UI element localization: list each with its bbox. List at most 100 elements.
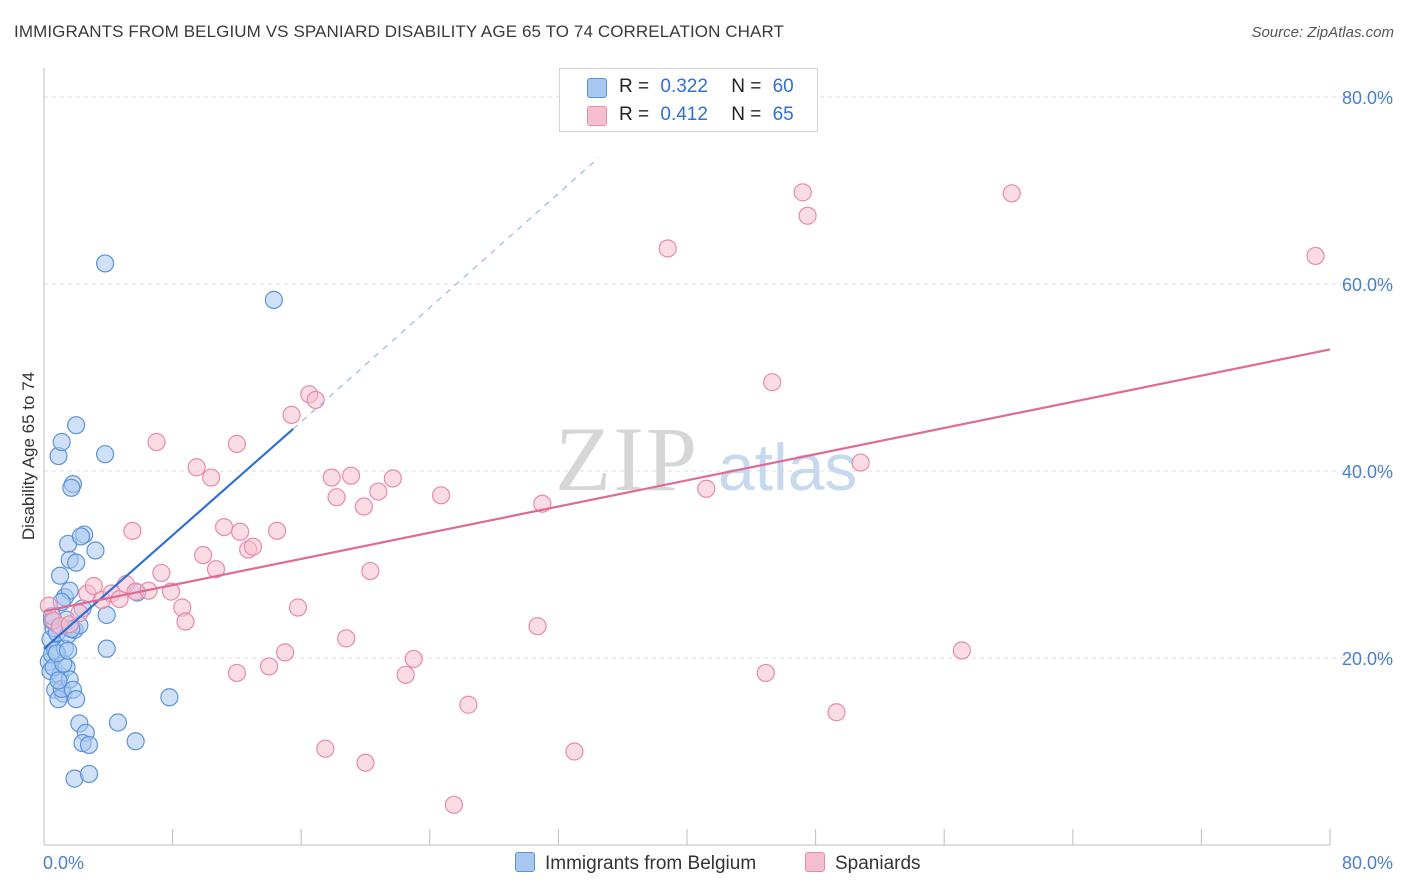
y-tick-label: 60.0%: [1342, 275, 1393, 295]
spaniards-legend-label: Spaniards: [835, 853, 921, 874]
belgium-point: [126, 732, 145, 751]
belgium-legend-swatch: [515, 852, 535, 872]
belgium-point: [50, 566, 70, 585]
x-tick-label-max: 80.0%: [1342, 853, 1393, 873]
belgium-point: [59, 641, 78, 660]
belgium-point: [86, 541, 105, 560]
spaniard-point: [84, 576, 103, 596]
correlation-legend: R = 0.322 N = 60 R = 0.412 N = 65: [559, 68, 818, 132]
spaniard-point: [565, 742, 584, 761]
spaniard-point: [176, 612, 195, 631]
spaniard-point: [756, 663, 775, 683]
n-label: N =: [731, 76, 762, 97]
belgium-point: [67, 690, 86, 709]
spaniard-point: [354, 497, 373, 516]
spaniard-point: [459, 695, 478, 714]
belgium-point: [67, 553, 86, 572]
spaniard-point: [187, 458, 206, 477]
belgium-point: [79, 764, 99, 784]
y-axis-label: Disability Age 65 to 74: [19, 372, 38, 540]
spaniard-point: [369, 482, 388, 501]
trend-lines: [43, 157, 1331, 650]
spaniard-point: [231, 522, 250, 541]
legend-item-spaniards: Spaniards: [805, 852, 921, 875]
legend-item-belgium: Immigrants from Belgium: [515, 852, 756, 875]
spaniard-point: [306, 390, 325, 410]
watermark-atlas: atlas: [718, 430, 857, 504]
spaniard-point: [528, 617, 547, 636]
spaniard-point: [214, 517, 234, 537]
tick-labels: 20.0% 40.0% 60.0% 80.0% 0.0% 80.0%: [43, 88, 1393, 873]
belgium-point: [160, 688, 179, 707]
spaniard-point: [337, 629, 356, 648]
belgium-point: [95, 445, 115, 464]
spaniard-point: [356, 753, 375, 772]
y-tick-label: 20.0%: [1342, 649, 1393, 669]
spaniard-point: [243, 537, 263, 556]
spaniard-point: [952, 641, 971, 660]
spaniard-point: [227, 434, 246, 453]
spaniard-point: [194, 546, 213, 565]
spaniard-point: [206, 560, 226, 579]
spaniards-swatch: [587, 106, 607, 126]
spaniard-point: [259, 657, 279, 676]
belgium-n-value: 60: [772, 76, 794, 97]
spaniards-n-value: 65: [772, 104, 794, 125]
belgium-trend-line: [43, 428, 294, 650]
belgium-r-value: 0.322: [660, 76, 708, 97]
belgium-point: [79, 735, 99, 755]
spaniard-point: [763, 373, 782, 392]
spaniard-point: [798, 206, 817, 225]
belgium-swatch: [587, 78, 607, 98]
spaniard-point: [431, 486, 451, 505]
spaniard-point: [361, 561, 380, 581]
r-label: R =: [619, 76, 650, 97]
belgium-legend-label: Immigrants from Belgium: [545, 853, 757, 874]
spaniard-point: [327, 488, 346, 507]
axes: [43, 68, 1331, 846]
chart-title: IMMIGRANTS FROM BELGIUM VS SPANIARD DISA…: [14, 22, 785, 41]
spaniard-point: [383, 469, 402, 488]
series-spaniards-points: [39, 183, 1325, 814]
belgium-point: [62, 478, 81, 497]
spaniard-point: [123, 521, 142, 540]
spaniard-point: [147, 432, 166, 452]
spaniard-point: [1306, 246, 1325, 266]
belgium-point: [49, 671, 68, 690]
spaniard-point: [444, 795, 464, 814]
y-tick-label: 40.0%: [1342, 462, 1393, 482]
belgium-point: [264, 290, 283, 309]
spaniard-point: [276, 643, 295, 662]
spaniard-point: [267, 521, 287, 540]
spaniard-point: [282, 405, 301, 424]
source-credit: Source: ZipAtlas.com: [1251, 24, 1394, 41]
belgium-point: [95, 254, 115, 273]
belgium-point: [71, 527, 91, 546]
spaniard-point: [851, 453, 870, 472]
series-belgium-points: [39, 254, 283, 788]
spaniard-point: [341, 466, 361, 485]
belgium-point: [67, 416, 86, 435]
spaniard-point: [396, 665, 415, 684]
y-tick-label: 80.0%: [1342, 88, 1393, 108]
r-label: R =: [619, 104, 650, 125]
spaniard-point: [793, 183, 812, 202]
spaniard-point: [697, 479, 716, 498]
belgium-point: [97, 639, 116, 658]
belgium-trend-extension: [292, 157, 599, 430]
belgium-point: [52, 432, 71, 452]
belgium-point: [108, 713, 128, 732]
spaniard-point: [322, 468, 341, 487]
spaniard-point: [288, 598, 308, 617]
spaniard-point: [316, 739, 335, 758]
x-tick-label-min: 0.0%: [43, 853, 84, 873]
spaniards-legend-swatch: [805, 852, 825, 872]
spaniard-point: [202, 468, 221, 487]
n-label: N =: [731, 104, 762, 125]
watermark-zip: ZIP: [555, 408, 699, 510]
spaniard-point: [1002, 184, 1021, 203]
spaniard-point: [152, 563, 171, 583]
spaniard-point: [404, 649, 423, 669]
spaniard-point: [227, 663, 246, 683]
